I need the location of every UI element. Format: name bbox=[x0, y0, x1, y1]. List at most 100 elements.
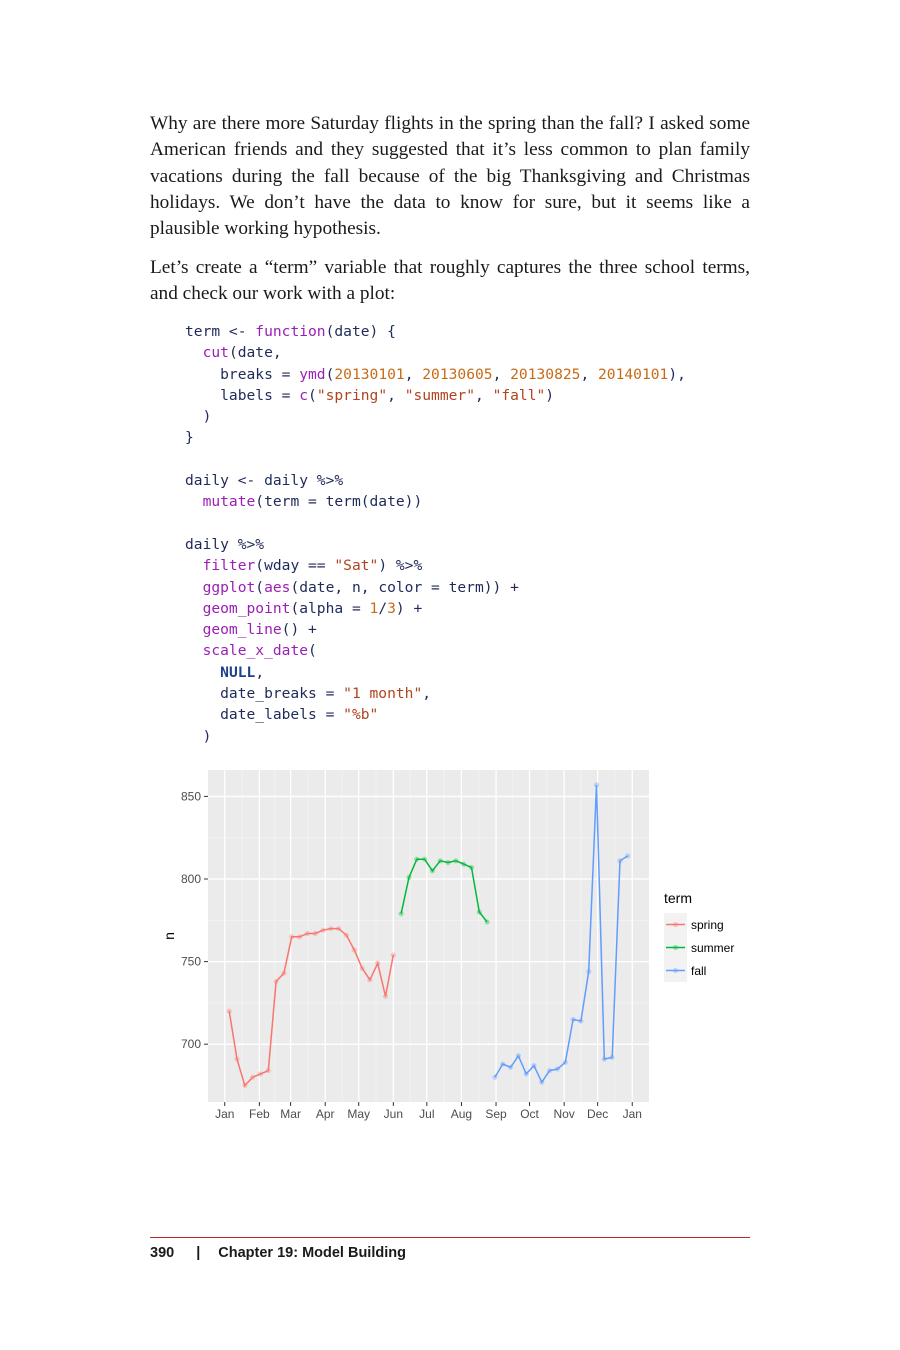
legend-key-point bbox=[672, 921, 679, 928]
body-paragraph-1: Why are there more Saturday flights in t… bbox=[150, 113, 750, 240]
data-point-summer bbox=[476, 909, 482, 915]
data-point-summer bbox=[406, 874, 412, 880]
code-line: labels = c("spring", "summer", "fall") bbox=[185, 386, 555, 404]
x-tick-label: Feb bbox=[249, 1107, 270, 1121]
x-tick-label: Jun bbox=[384, 1107, 403, 1121]
data-point-fall bbox=[601, 1056, 607, 1062]
y-tick-label: 700 bbox=[181, 1037, 201, 1051]
data-point-fall bbox=[554, 1066, 561, 1072]
data-point-spring bbox=[375, 960, 381, 966]
legend-key-point bbox=[672, 967, 679, 974]
y-tick-label: 850 bbox=[181, 789, 201, 803]
data-point-spring bbox=[336, 925, 342, 932]
data-point-fall bbox=[609, 1054, 615, 1061]
data-point-spring bbox=[265, 1068, 271, 1074]
data-point-fall bbox=[500, 1061, 506, 1067]
x-tick-label: Oct bbox=[520, 1107, 539, 1121]
data-point-spring bbox=[382, 993, 389, 999]
code-line: ggplot(aes(date, n, color = term)) + bbox=[202, 578, 519, 596]
data-point-fall bbox=[586, 968, 592, 975]
x-tick-label: Apr bbox=[316, 1107, 335, 1121]
data-point-fall bbox=[570, 1016, 576, 1023]
code-line: geom_line() + bbox=[202, 621, 317, 639]
code-line: ) bbox=[185, 727, 212, 745]
legend-label-spring: spring bbox=[691, 918, 724, 932]
x-tick-label: Sep bbox=[485, 1107, 507, 1121]
data-point-summer bbox=[453, 858, 459, 864]
x-tick-label: Nov bbox=[553, 1107, 574, 1121]
code-line: } bbox=[185, 429, 194, 447]
data-point-summer bbox=[461, 861, 467, 867]
code-line: daily <- daily %>% bbox=[185, 472, 344, 490]
legend-label-summer: summer bbox=[691, 941, 734, 955]
x-tick-label: Aug bbox=[451, 1107, 472, 1121]
data-point-spring bbox=[281, 970, 287, 976]
series-line-fall bbox=[494, 784, 629, 1084]
code-line: ) bbox=[185, 408, 212, 426]
code-line: scale_x_date( bbox=[202, 642, 317, 660]
data-point-summer bbox=[421, 856, 428, 862]
y-tick-label: 750 bbox=[181, 955, 201, 969]
y-axis-label: n bbox=[161, 932, 177, 940]
data-point-fall bbox=[593, 782, 600, 788]
data-point-fall bbox=[625, 853, 631, 859]
data-point-fall bbox=[617, 858, 623, 864]
data-point-summer bbox=[437, 858, 443, 864]
data-point-fall bbox=[578, 1018, 584, 1024]
chapter-title: Chapter 19: Model Building bbox=[218, 1245, 406, 1261]
data-point-summer bbox=[484, 919, 490, 925]
footer-separator: | bbox=[196, 1245, 201, 1261]
data-point-fall bbox=[507, 1064, 514, 1070]
data-point-fall bbox=[531, 1063, 537, 1069]
data-point-spring bbox=[304, 930, 310, 937]
code-line: date_labels = "%b" bbox=[185, 706, 379, 724]
legend-title: term bbox=[664, 890, 692, 906]
page-footer: 390 | Chapter 19: Model Building bbox=[150, 1245, 406, 1261]
chart: Jan Feb Mar Apr May Jun Jul Aug Sep Oct Nov Dec Jan 7… bbox=[161, 770, 734, 1121]
data-point-spring bbox=[289, 934, 295, 940]
x-tick-label: Jan bbox=[623, 1107, 642, 1121]
legend-label-fall: fall bbox=[691, 964, 706, 978]
data-point-spring bbox=[296, 934, 303, 940]
data-point-spring bbox=[250, 1074, 256, 1080]
data-point-summer bbox=[429, 868, 436, 874]
data-point-spring bbox=[359, 965, 365, 971]
code-line: cut(date, bbox=[202, 344, 282, 362]
series-line-summer bbox=[400, 858, 488, 923]
x-tick-label: Jul bbox=[419, 1107, 434, 1121]
code-line: filter(wday == "Sat") %>% bbox=[202, 557, 423, 575]
code-line: NULL, bbox=[220, 663, 265, 681]
code-line: date_breaks = "1 month", bbox=[185, 685, 432, 703]
data-point-summer bbox=[445, 859, 451, 866]
data-point-spring bbox=[242, 1082, 248, 1089]
data-point-spring bbox=[257, 1071, 264, 1077]
data-point-spring bbox=[273, 978, 279, 985]
data-point-summer bbox=[468, 864, 475, 871]
data-point-fall bbox=[539, 1079, 545, 1085]
code-line: term <- function(date) { bbox=[185, 323, 396, 340]
data-point-spring bbox=[320, 927, 326, 933]
x-tick-label: May bbox=[347, 1107, 370, 1121]
data-point-spring bbox=[343, 932, 350, 938]
code-line: daily %>% bbox=[185, 535, 265, 553]
legend-key-point bbox=[672, 944, 679, 951]
x-tick-label: Jan bbox=[215, 1107, 234, 1121]
data-point-spring bbox=[390, 952, 396, 958]
x-tick-label: Dec bbox=[587, 1107, 608, 1121]
data-point-fall bbox=[547, 1068, 553, 1074]
x-tick-label: Mar bbox=[280, 1107, 301, 1121]
data-point-spring bbox=[367, 977, 373, 983]
series-line-spring bbox=[228, 927, 395, 1087]
data-point-spring bbox=[328, 925, 334, 932]
data-point-fall bbox=[562, 1059, 568, 1065]
data-point-spring bbox=[351, 947, 357, 953]
code-line: geom_point(alpha = 1/3) + bbox=[202, 599, 423, 617]
data-point-spring bbox=[234, 1056, 240, 1062]
data-point-fall bbox=[492, 1074, 498, 1080]
data-point-fall bbox=[515, 1053, 521, 1059]
page-number: 390 bbox=[150, 1245, 175, 1261]
data-point-fall bbox=[523, 1071, 529, 1077]
footer-rule bbox=[150, 1237, 750, 1238]
data-point-spring bbox=[312, 930, 318, 937]
code-line: breaks = ymd(20130101, 20130605, 2013082… bbox=[185, 365, 686, 383]
